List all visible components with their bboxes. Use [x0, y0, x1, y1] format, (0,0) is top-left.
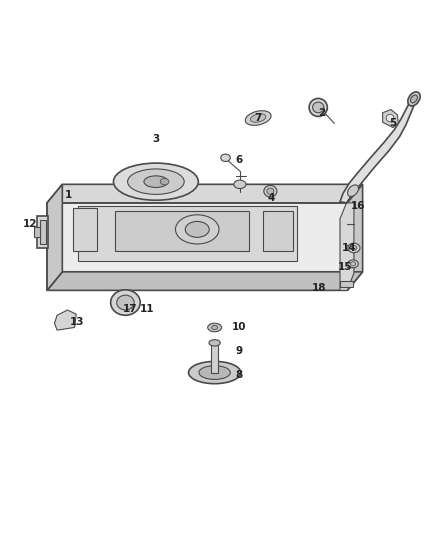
Text: 17: 17: [123, 304, 137, 314]
Ellipse shape: [209, 340, 220, 346]
Ellipse shape: [188, 361, 241, 384]
Ellipse shape: [408, 92, 420, 106]
Ellipse shape: [117, 295, 134, 310]
Ellipse shape: [160, 179, 169, 185]
Ellipse shape: [212, 325, 218, 329]
Polygon shape: [78, 206, 297, 261]
Ellipse shape: [267, 188, 274, 195]
Polygon shape: [383, 110, 398, 127]
Polygon shape: [347, 184, 363, 290]
Ellipse shape: [221, 154, 230, 161]
Polygon shape: [37, 216, 48, 248]
Ellipse shape: [176, 215, 219, 244]
Text: 1: 1: [65, 190, 72, 200]
Text: 8: 8: [235, 370, 242, 380]
Text: 2: 2: [318, 108, 325, 118]
Polygon shape: [262, 211, 293, 251]
Ellipse shape: [144, 176, 168, 188]
Text: 6: 6: [235, 156, 242, 165]
Text: 11: 11: [140, 304, 155, 314]
Text: 18: 18: [312, 282, 326, 293]
Ellipse shape: [208, 323, 222, 332]
Text: 5: 5: [389, 118, 397, 128]
Polygon shape: [54, 310, 76, 330]
Ellipse shape: [348, 185, 359, 197]
Text: 13: 13: [71, 317, 85, 327]
Ellipse shape: [348, 260, 358, 268]
Text: 4: 4: [268, 192, 275, 203]
Ellipse shape: [185, 221, 209, 237]
Polygon shape: [34, 227, 40, 237]
Ellipse shape: [410, 95, 417, 103]
Ellipse shape: [348, 243, 360, 253]
Text: 10: 10: [231, 322, 246, 333]
Text: 15: 15: [338, 262, 353, 271]
Polygon shape: [340, 203, 354, 290]
Polygon shape: [340, 97, 416, 203]
Text: 16: 16: [351, 200, 366, 211]
Polygon shape: [47, 272, 363, 290]
Ellipse shape: [351, 246, 357, 251]
Ellipse shape: [313, 102, 324, 113]
Ellipse shape: [113, 163, 198, 200]
Polygon shape: [73, 208, 97, 251]
Ellipse shape: [350, 262, 356, 266]
Polygon shape: [47, 184, 363, 203]
Text: 9: 9: [235, 346, 242, 357]
Ellipse shape: [234, 180, 246, 189]
Ellipse shape: [309, 99, 327, 116]
Ellipse shape: [245, 111, 271, 125]
Ellipse shape: [199, 366, 230, 379]
Polygon shape: [211, 343, 218, 373]
Polygon shape: [47, 203, 347, 290]
Text: 7: 7: [254, 113, 262, 123]
Polygon shape: [40, 220, 46, 244]
Polygon shape: [47, 184, 62, 290]
Text: 12: 12: [22, 219, 37, 229]
Ellipse shape: [386, 114, 394, 122]
Ellipse shape: [127, 169, 184, 195]
Ellipse shape: [251, 114, 266, 122]
Polygon shape: [115, 211, 250, 251]
Ellipse shape: [264, 185, 277, 197]
Text: 3: 3: [152, 134, 159, 144]
Polygon shape: [340, 281, 353, 287]
Text: 14: 14: [342, 243, 357, 253]
Ellipse shape: [111, 290, 140, 316]
